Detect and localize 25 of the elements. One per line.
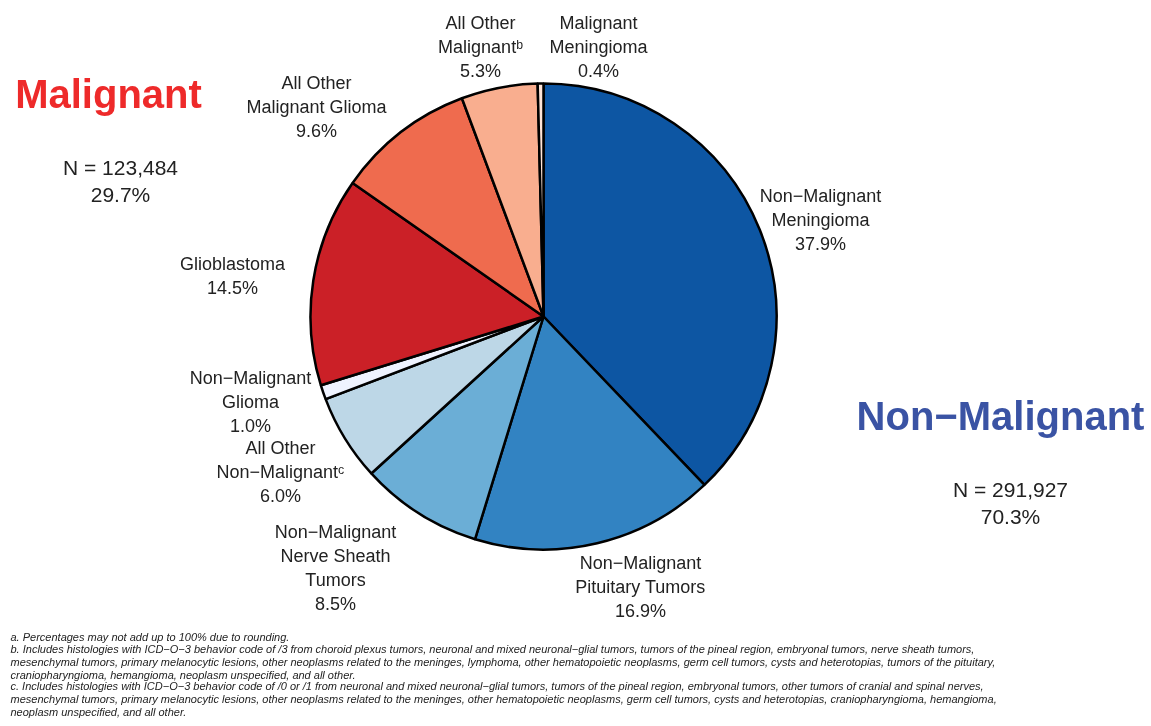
data-label: 5.3% xyxy=(459,60,502,81)
text: a. Percentages may not add up to 100% due to rounding. xyxy=(10,630,290,643)
text: N = 123,484 29.7% xyxy=(63,155,179,207)
data-label: 0.4% xyxy=(577,60,620,81)
slice-label: Non−Malignant Meningioma xyxy=(759,185,882,230)
slice-label: All Other Malignant Glioma xyxy=(246,72,388,117)
data-label: 6.0% xyxy=(259,485,302,506)
slice-label: All Other Malignantᵇ xyxy=(438,12,524,57)
data-label: 9.6% xyxy=(295,120,338,141)
text: Malignant xyxy=(15,71,202,116)
slice-label: Non−Malignant Pituitary Tumors xyxy=(575,552,706,597)
text: Non−Malignant xyxy=(856,393,1145,438)
slice-label: Glioblastoma xyxy=(179,253,287,274)
data-label: 14.5% xyxy=(206,277,259,298)
slice-label: Malignant Meningioma xyxy=(549,12,649,57)
slice-label: Non−Malignant Nerve Sheath Tumors xyxy=(274,521,397,590)
data-label: 8.5% xyxy=(314,593,357,614)
data-label: 37.9% xyxy=(794,233,847,254)
text: N = 291,927 70.3% xyxy=(953,477,1069,529)
data-label: 16.9% xyxy=(614,600,667,621)
slice-label: Non−Malignant Glioma xyxy=(189,367,312,412)
data-label: 1.0% xyxy=(229,415,272,436)
text: b. Includes histologies with ICD−O−3 behavior code of /3 from choroid plexus tumors, neuronal and mixed neuronal−glial tumors, tumors of the pineal region, embryonal tumors, nerve sheath tumors, mesenchymal tumors, primary melanocytic lesions, other neoplasms related to the meninges, lymphoma, other hematopoietic neoplasms, germ cell tumors, cysts and heterotopias, tumors of the pituitary, craniopharyngioma, hemangioma, neoplasm unspecified, and all other. xyxy=(10,642,996,682)
text: c. Includes histologies with ICD−O−3 behavior code of /0 or /1 from neuronal and mixed neuronal−glial tumors, tumors of the pineal region, embryonal tumors, other tumors of cranial and spinal nerves, mesenchymal tumors, primary melanocytic lesions, other neoplasms related to the meninges, other hematopoietic neoplasms, germ cell tumors, cysts and heterotopias, craniopharyngioma, hemangioma, neoplasm unspecified, and all other. xyxy=(10,680,997,719)
slice-label: All Other Non−Malignantᶜ xyxy=(216,437,345,482)
